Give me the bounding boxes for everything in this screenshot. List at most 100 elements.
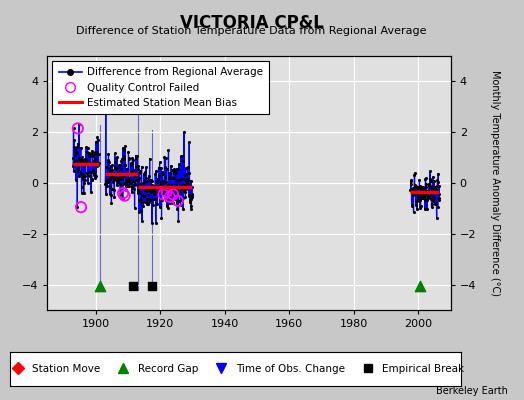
Point xyxy=(177,153,185,160)
Point xyxy=(133,166,141,172)
Point xyxy=(124,183,133,189)
Point xyxy=(156,189,165,195)
Point xyxy=(187,196,195,202)
Point xyxy=(143,196,151,202)
Point xyxy=(134,187,142,194)
Point xyxy=(77,144,85,151)
Point xyxy=(88,177,96,183)
Point xyxy=(131,180,139,187)
Point xyxy=(135,197,143,204)
Point xyxy=(177,202,185,208)
Point xyxy=(83,161,91,167)
Point xyxy=(139,203,148,209)
Point xyxy=(179,176,188,182)
Point xyxy=(127,160,135,167)
Point xyxy=(167,182,176,189)
Point xyxy=(138,218,146,224)
Point xyxy=(83,144,92,151)
Point xyxy=(165,147,173,154)
Point xyxy=(92,138,100,145)
Point xyxy=(145,186,154,192)
Point xyxy=(171,166,180,173)
Point xyxy=(110,176,118,183)
Point xyxy=(110,186,118,193)
Point xyxy=(107,192,115,198)
Point xyxy=(137,198,146,205)
Point xyxy=(109,170,117,176)
Point xyxy=(74,140,82,147)
Point xyxy=(104,151,113,157)
Point xyxy=(429,193,437,200)
Point xyxy=(148,219,156,226)
Point xyxy=(136,182,144,189)
Point xyxy=(166,174,174,181)
Point xyxy=(181,182,189,188)
Point xyxy=(184,193,193,199)
Point xyxy=(78,190,86,196)
Point xyxy=(133,173,141,179)
Point xyxy=(105,159,114,166)
Point xyxy=(103,171,112,178)
Point xyxy=(78,154,86,160)
Point xyxy=(181,193,190,200)
Point xyxy=(103,183,111,189)
Point xyxy=(128,184,136,190)
Point xyxy=(411,182,419,188)
Point xyxy=(413,197,422,203)
Point xyxy=(122,177,130,183)
Point xyxy=(138,198,147,205)
Point xyxy=(78,171,86,178)
Point xyxy=(421,206,429,212)
Point xyxy=(418,184,427,190)
Point xyxy=(429,197,438,204)
Point xyxy=(105,165,113,172)
Point xyxy=(418,188,426,194)
Point xyxy=(410,172,419,178)
Point xyxy=(80,163,88,170)
Point xyxy=(126,180,135,187)
Point xyxy=(430,194,438,200)
Point xyxy=(108,162,116,168)
Point xyxy=(91,156,100,162)
Point xyxy=(132,152,140,159)
Point xyxy=(159,178,167,184)
Point xyxy=(427,178,435,184)
Point xyxy=(417,190,425,197)
Point xyxy=(135,175,144,181)
Point xyxy=(163,186,171,192)
Point xyxy=(179,158,187,165)
Point xyxy=(141,178,149,184)
Point xyxy=(146,196,154,202)
Point xyxy=(116,162,124,168)
Point xyxy=(121,143,129,149)
Point xyxy=(172,182,180,188)
Point xyxy=(108,166,116,173)
Point xyxy=(139,183,147,189)
Point xyxy=(142,164,150,170)
Text: VICTORIA CP&L: VICTORIA CP&L xyxy=(180,14,323,32)
Point xyxy=(167,162,176,169)
Point xyxy=(69,125,78,132)
Point xyxy=(94,162,102,168)
Point xyxy=(181,189,189,195)
Point xyxy=(113,179,122,186)
Point xyxy=(81,170,90,176)
Point xyxy=(74,167,83,174)
Point xyxy=(420,185,429,192)
Point xyxy=(417,195,425,201)
Point xyxy=(166,175,174,182)
Point xyxy=(126,180,135,186)
Point xyxy=(119,190,127,196)
Point xyxy=(185,170,194,177)
Point xyxy=(427,196,435,202)
Point xyxy=(137,164,146,170)
Point xyxy=(120,155,128,162)
Point xyxy=(421,176,430,182)
Point xyxy=(112,176,120,183)
Point xyxy=(161,186,170,192)
Point xyxy=(88,152,96,158)
Point xyxy=(416,197,424,203)
Point xyxy=(428,186,436,192)
Point xyxy=(130,173,139,179)
Point xyxy=(170,166,178,172)
